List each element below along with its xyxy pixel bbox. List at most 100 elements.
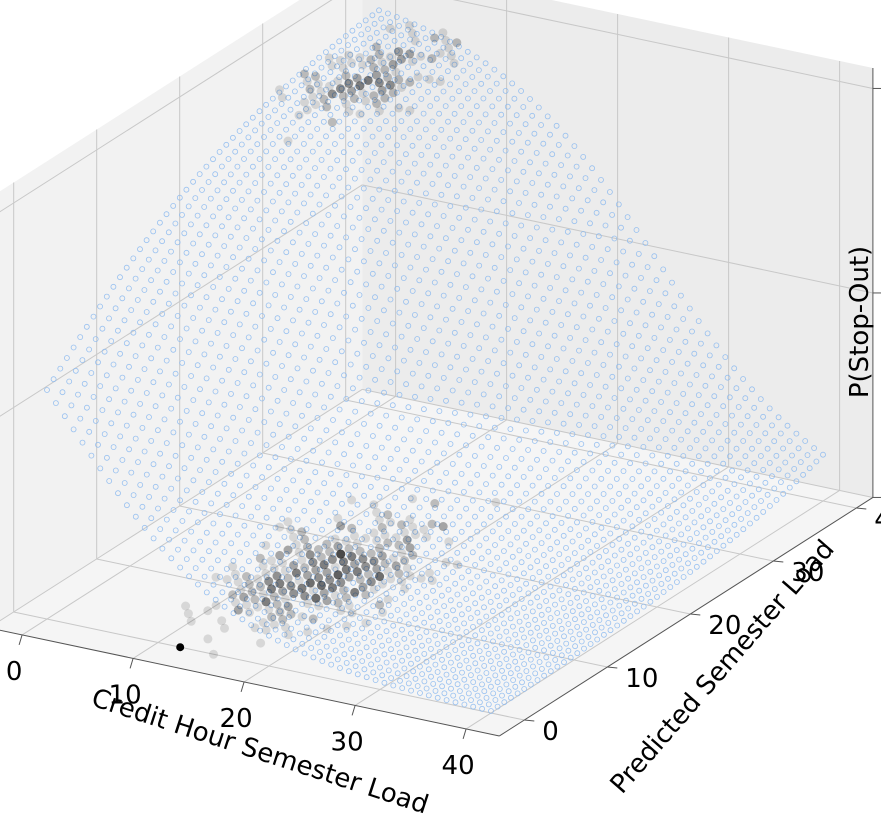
- surface-point: [441, 635, 448, 642]
- surface-point: [210, 364, 217, 371]
- surface-point: [274, 637, 281, 644]
- surface-point: [165, 300, 172, 307]
- surface-point: [758, 498, 764, 504]
- surface-point: [117, 274, 123, 281]
- surface-point: [642, 322, 649, 329]
- surface-point: [371, 216, 378, 223]
- surface-point: [270, 269, 276, 276]
- surface-point: [501, 674, 508, 681]
- surface-point: [569, 276, 576, 283]
- surface-point: [514, 534, 521, 541]
- surface-point: [360, 40, 367, 47]
- surface-point: [159, 545, 166, 552]
- surface-point: [554, 578, 561, 584]
- surface-point: [170, 346, 177, 353]
- surface-point: [423, 594, 430, 600]
- surface-point: [441, 563, 447, 570]
- observed-point: [349, 94, 359, 104]
- surface-point: [634, 608, 640, 615]
- surface-point: [449, 460, 456, 467]
- surface-point: [491, 489, 498, 496]
- surface-point: [106, 396, 112, 403]
- surface-point: [722, 421, 729, 427]
- surface-point: [385, 272, 392, 279]
- surface-point: [340, 149, 347, 156]
- surface-point: [496, 633, 503, 640]
- surface-point: [545, 260, 551, 267]
- surface-point: [398, 32, 405, 39]
- surface-point: [580, 458, 587, 465]
- observed-point: [333, 542, 343, 551]
- surface-point: [532, 546, 538, 553]
- surface-point: [362, 50, 369, 57]
- surface-point: [219, 223, 225, 230]
- surface-point: [413, 69, 420, 76]
- surface-point: [673, 508, 680, 515]
- surface-point: [475, 67, 482, 73]
- observed-point: [258, 618, 268, 627]
- surface-point: [425, 604, 432, 611]
- surface-point: [139, 503, 146, 510]
- surface-point: [698, 549, 705, 556]
- observed-point: [352, 73, 362, 83]
- surface-point: [309, 210, 316, 217]
- surface-point: [423, 550, 430, 557]
- surface-point: [274, 595, 281, 602]
- surface-point: [367, 410, 374, 417]
- surface-point: [460, 119, 467, 125]
- surface-point: [636, 468, 642, 475]
- gridline: [21, 395, 396, 636]
- surface-point: [696, 501, 702, 508]
- surface-point: [642, 460, 649, 467]
- surface-point: [598, 624, 605, 631]
- surface-point: [434, 303, 441, 310]
- surface-point: [389, 402, 396, 409]
- surface-point: [529, 180, 536, 186]
- observed-point: [385, 80, 395, 90]
- surface-point: [383, 177, 389, 184]
- surface-point: [558, 562, 565, 568]
- surface-point: [560, 572, 567, 579]
- surface-point: [92, 336, 99, 343]
- observed-point: [408, 550, 418, 560]
- surface-point: [635, 250, 642, 257]
- surface-point: [500, 548, 507, 554]
- surface-point: [562, 287, 569, 294]
- surface-point: [362, 90, 369, 97]
- surface-point: [642, 510, 649, 517]
- surface-point: [627, 396, 633, 403]
- surface-point: [356, 214, 363, 221]
- surface-point: [581, 645, 587, 652]
- surface-point: [394, 285, 401, 292]
- surface-point: [332, 509, 339, 516]
- surface-point: [350, 462, 356, 469]
- surface-point: [221, 603, 228, 610]
- observed-point: [256, 638, 266, 648]
- surface-point: [210, 581, 217, 588]
- surface-point: [615, 201, 622, 208]
- surface-point: [470, 652, 477, 659]
- observed-point: [388, 60, 398, 69]
- surface-point: [345, 42, 351, 48]
- surface-point: [744, 413, 751, 420]
- surface-point: [261, 558, 268, 565]
- surface-point: [558, 520, 565, 526]
- surface-point: [658, 581, 665, 587]
- surface-point: [640, 443, 647, 450]
- surface-point: [407, 551, 414, 557]
- observed-point: [394, 75, 404, 85]
- surface-point: [265, 302, 272, 309]
- surface-point: [257, 523, 263, 530]
- surface-point: [354, 640, 361, 647]
- surface-point: [250, 532, 257, 539]
- surface-point: [354, 431, 361, 438]
- surface-point: [283, 83, 289, 90]
- surface-point: [316, 140, 323, 147]
- observed-point: [338, 91, 348, 101]
- surface-point: [241, 450, 248, 457]
- surface-point: [387, 19, 394, 26]
- surface-point: [168, 405, 175, 412]
- observed-point: [300, 591, 310, 601]
- observed-point: [336, 84, 345, 94]
- surface-point: [416, 599, 423, 606]
